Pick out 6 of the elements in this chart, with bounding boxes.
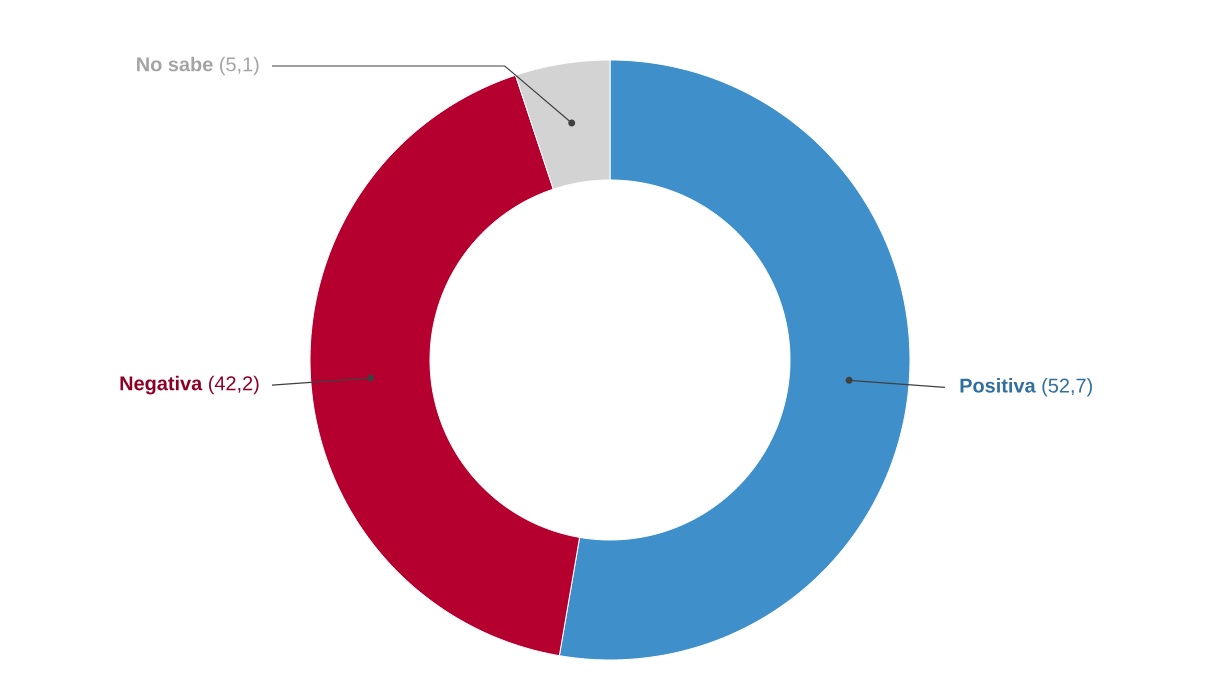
- data-label: (52,7): [1042, 378, 1092, 397]
- data-label: (42,2): [208, 375, 259, 395]
- data-label: (5,1): [220, 56, 259, 76]
- slice-label: Negativa: [120, 375, 203, 395]
- slice-label: No sabe: [137, 56, 213, 72]
- slice-label: Positiva: [960, 378, 1036, 393]
